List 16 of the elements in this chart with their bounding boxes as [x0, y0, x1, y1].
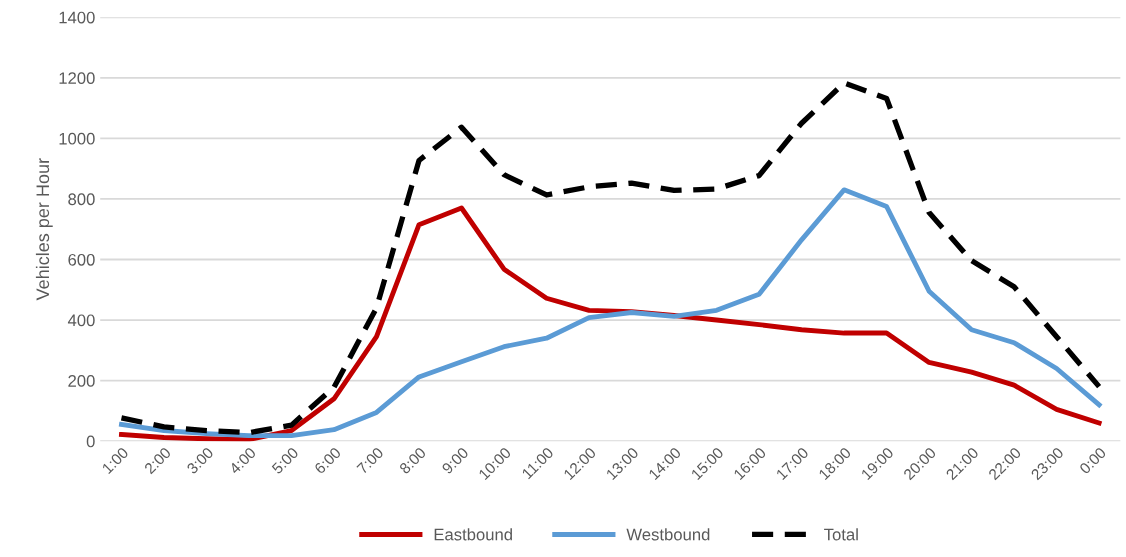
legend-label: Westbound	[626, 528, 710, 541]
y-axis-title: Vehicles per Hour	[35, 158, 53, 301]
y-tick-label: 800	[68, 193, 95, 206]
y-tick-label: 600	[68, 253, 95, 266]
y-tick-label: 1400	[59, 11, 95, 24]
y-tick-label: 1000	[59, 132, 95, 145]
y-tick-label: 1200	[59, 72, 95, 85]
y-tick-label: 400	[67, 314, 95, 327]
x-tick-label: 4:00	[228, 446, 257, 475]
x-tick-label: 7:00	[356, 446, 385, 475]
x-tick-label: 6:00	[313, 446, 342, 475]
x-tick-label: 0:00	[1078, 446, 1107, 475]
y-tick-label: 0	[86, 435, 95, 448]
legend-label: Total	[824, 528, 858, 541]
legend-label: Eastbound	[434, 528, 512, 541]
y-tick-label: 200	[68, 374, 95, 387]
